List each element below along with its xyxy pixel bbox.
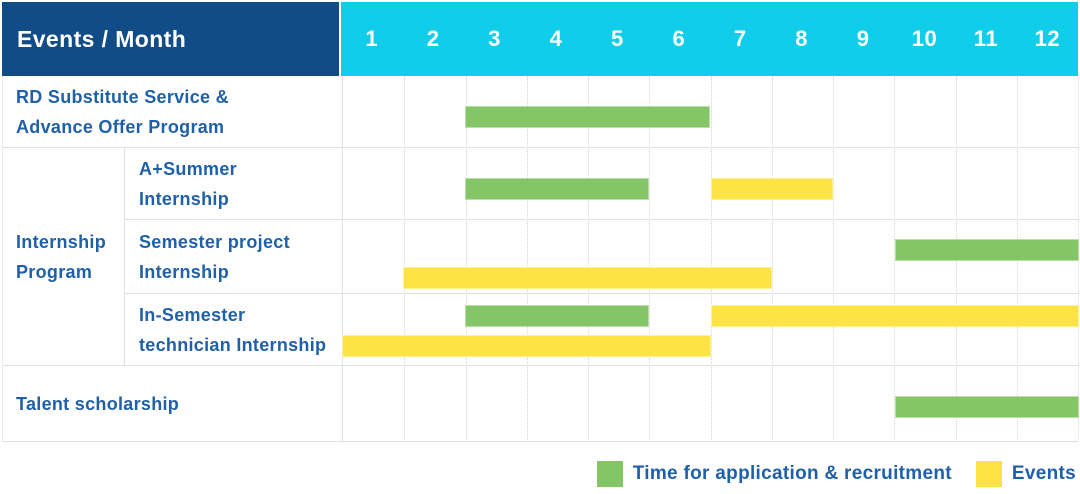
month-gridline bbox=[710, 76, 712, 442]
month-header-9: 9 bbox=[856, 26, 870, 51]
table-body: RD Substitute Service & Advance Offer Pr… bbox=[2, 76, 1079, 442]
row-label-semester-project-internship: Semester project Internship bbox=[124, 220, 342, 294]
group-label-line: Internship bbox=[16, 231, 107, 252]
month-header-7: 7 bbox=[733, 26, 747, 51]
row-label-line: A+Summer bbox=[139, 158, 237, 179]
month-header-3: 3 bbox=[488, 26, 501, 51]
month-gridline bbox=[771, 76, 773, 442]
row-label-line: Advance Offer Program bbox=[16, 116, 225, 137]
row-label-line: Internship bbox=[139, 188, 230, 209]
row-label-line: In-Semester bbox=[139, 304, 246, 325]
gantt-bar-events bbox=[403, 267, 772, 289]
legend-label-recruitment: Time for application & recruitment bbox=[632, 463, 952, 484]
legend-label-events: Events bbox=[1011, 463, 1076, 484]
gantt-row-talent-scholarship bbox=[342, 366, 1079, 442]
month-header-10: 10 bbox=[911, 26, 938, 51]
row-label-a-plus-summer-internship: A+Summer Internship bbox=[124, 148, 342, 220]
gantt-bar-recruitment bbox=[894, 239, 1079, 261]
month-gridline bbox=[833, 76, 834, 442]
row-label-line: Talent scholarship bbox=[16, 393, 180, 414]
month-gridline bbox=[526, 76, 528, 442]
gantt-bar-events bbox=[342, 335, 711, 357]
group-label-line: Program bbox=[16, 261, 93, 282]
month-header-6: 6 bbox=[672, 26, 686, 51]
table-corner-header: Events / Month bbox=[2, 2, 339, 76]
month-header-row: 1 2 3 4 5 6 7 8 9 10 11 12 bbox=[341, 2, 1078, 76]
row-label-line: RD Substitute Service & bbox=[16, 86, 229, 107]
gantt-bar-recruitment bbox=[894, 396, 1079, 418]
month-gridline bbox=[465, 76, 467, 442]
row-label-line: technician Internship bbox=[139, 334, 327, 355]
gantt-bar-events bbox=[710, 178, 834, 200]
month-header-8: 8 bbox=[795, 26, 809, 51]
chart-legend: Time for application & recruitment Event… bbox=[596, 460, 1076, 488]
gantt-row-semester-project-internship bbox=[342, 220, 1079, 294]
row-label-line: Semester project bbox=[139, 231, 290, 252]
header-title: Events / Month bbox=[17, 25, 187, 52]
month-gridline bbox=[404, 76, 406, 442]
gantt-bar-events bbox=[710, 305, 1079, 327]
month-gridline bbox=[588, 76, 589, 442]
group-label-internship-program: Internship Program bbox=[3, 148, 124, 366]
row-label-talent-scholarship: Talent scholarship bbox=[3, 366, 342, 442]
month-header-2: 2 bbox=[426, 26, 440, 51]
gantt-row-rd-substitute bbox=[342, 76, 1079, 148]
row-label-in-semester-technician-internship: In-Semester technician Internship bbox=[124, 294, 342, 366]
gantt-row-a-plus-summer-internship bbox=[342, 148, 1079, 220]
gantt-bar-recruitment bbox=[464, 106, 711, 128]
legend-swatch-recruitment bbox=[596, 461, 623, 487]
month-gridline bbox=[649, 76, 651, 442]
month-header-1: 1 bbox=[365, 26, 379, 51]
gantt-bar-recruitment bbox=[464, 305, 650, 327]
legend-item-recruitment: Time for application & recruitment bbox=[596, 461, 952, 487]
legend-swatch-events bbox=[975, 461, 1002, 487]
month-header-11: 11 bbox=[973, 26, 999, 51]
month-header-5: 5 bbox=[611, 26, 624, 51]
gantt-bar-recruitment bbox=[464, 178, 650, 200]
legend-item-events: Events bbox=[975, 461, 1076, 487]
row-label-line: Internship bbox=[139, 261, 230, 282]
month-header-4: 4 bbox=[549, 26, 563, 51]
gantt-row-in-semester-technician-internship bbox=[342, 294, 1079, 366]
row-label-rd-substitute: RD Substitute Service & Advance Offer Pr… bbox=[3, 76, 342, 148]
month-header-12: 12 bbox=[1034, 26, 1061, 51]
